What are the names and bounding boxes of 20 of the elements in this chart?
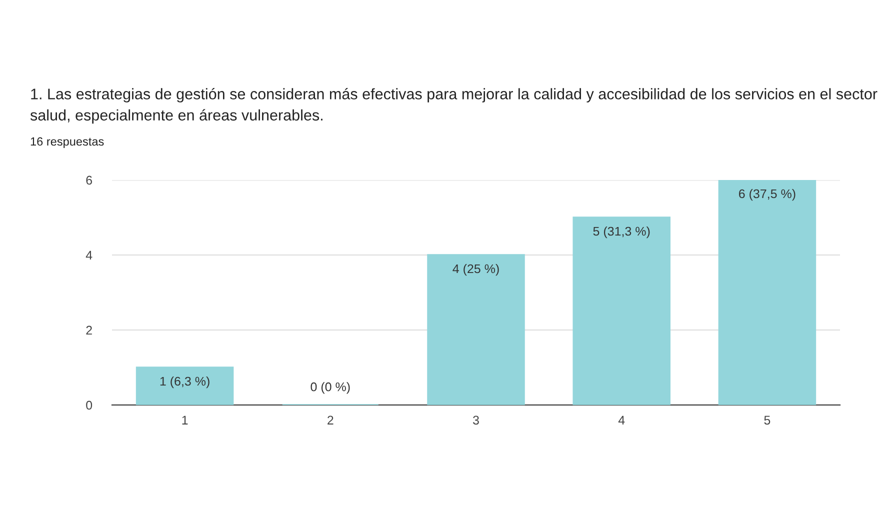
y-tick-label: 2 <box>86 326 92 335</box>
data-label: 4 (25 %) <box>452 264 499 276</box>
x-tick-label: 2 <box>328 416 334 424</box>
data-label: 1 (6,3 %) <box>160 376 210 388</box>
bar <box>427 254 525 405</box>
y-tick-label: 4 <box>86 250 92 260</box>
x-tick-label: 3 <box>473 416 479 425</box>
y-tick-label: 6 <box>86 176 92 185</box>
data-label: 6 (37,5 %) <box>739 189 796 201</box>
bar <box>136 366 234 405</box>
x-tick-label: 1 <box>182 416 188 424</box>
bar <box>572 216 670 405</box>
chart-title: 1. Las estrategias de gestión se consideran más efectivas para mejorar la calidad y accesibilidad de los servicios en el sector salud, especialmente en áreas vulnerables. <box>30 88 878 124</box>
chart-subtitle: 16 respuestas <box>30 137 104 148</box>
data-label: 5 (31,3 %) <box>593 226 650 238</box>
y-tick-label: 0 <box>86 400 92 410</box>
bar <box>718 180 816 405</box>
x-tick-label: 5 <box>764 416 770 425</box>
x-tick-label: 4 <box>618 416 625 424</box>
data-label: 0 (0 %) <box>310 382 350 394</box>
